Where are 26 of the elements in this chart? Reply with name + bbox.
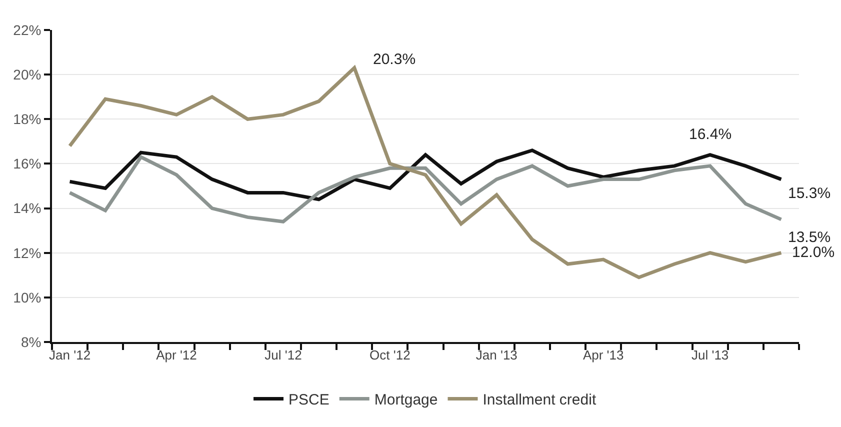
- line-series: [68, 148, 783, 202]
- y-tick-label: 14%: [13, 200, 42, 216]
- legend-label: PSCE: [288, 392, 330, 409]
- y-tick-label: 10%: [13, 289, 42, 306]
- y-tick-label: 22%: [13, 22, 42, 38]
- y-tick-label: 8%: [20, 334, 42, 350]
- line-series: [68, 66, 783, 280]
- x-tick-label: Jul '13: [691, 348, 729, 363]
- annotation: 15.3%: [788, 185, 831, 202]
- y-tick-label: 20%: [13, 66, 42, 82]
- annotation: 13.5%: [788, 229, 831, 246]
- x-tick-label: Jul '12: [264, 348, 302, 363]
- line-series: [68, 155, 783, 224]
- annotation: 20.3%: [373, 51, 416, 68]
- x-tick-label: Apr '12: [156, 348, 197, 363]
- y-tick-label: 16%: [13, 156, 42, 172]
- annotation: 12.0%: [792, 244, 835, 261]
- x-tick-label: Jan '13: [476, 348, 518, 363]
- y-tick-label: 18%: [13, 111, 42, 128]
- legend-label: Installment credit: [482, 392, 597, 409]
- annotation: 16.4%: [689, 126, 732, 143]
- y-tick-label: 12%: [13, 244, 42, 261]
- x-tick-label: Apr '13: [582, 348, 624, 363]
- legend-label: Mortgage: [374, 392, 438, 409]
- x-tick-label: Oct '12: [370, 348, 410, 363]
- x-tick-label: Jan '12: [49, 348, 91, 363]
